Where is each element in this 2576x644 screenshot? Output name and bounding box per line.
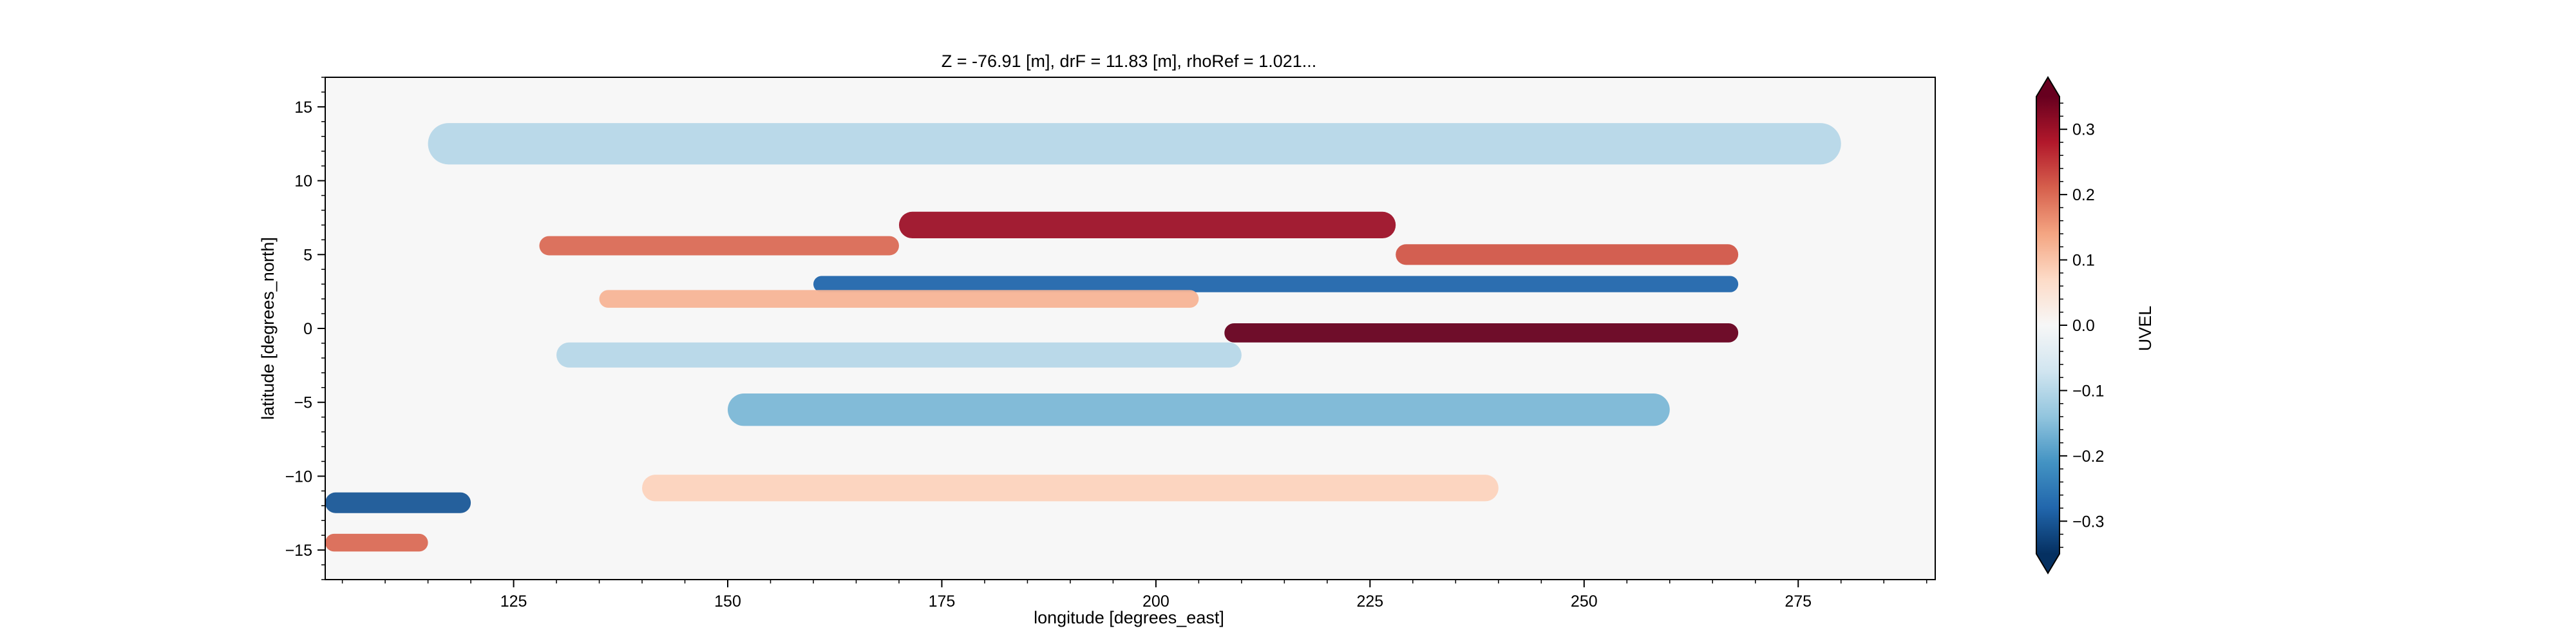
colorbar-label: UVEL <box>2136 306 2155 352</box>
y-axis-label: latitude [degrees_north] <box>258 237 278 420</box>
x-tick-label: 275 <box>1785 592 1812 611</box>
x-tick-label: 250 <box>1571 592 1598 611</box>
y-tick-label: 10 <box>294 173 312 191</box>
colorbar-tick-label: −0.3 <box>2072 513 2104 531</box>
x-tick-label: 125 <box>500 592 527 611</box>
x-axis-label: longitude [degrees_east] <box>1034 608 1224 627</box>
heatmap-band <box>813 276 1739 292</box>
y-axis: −15 −10 −5 0 5 10 15 <box>285 77 325 580</box>
heatmap-band <box>1396 244 1739 265</box>
y-tick-label: 0 <box>303 320 312 338</box>
colorbar-extend-max <box>2036 77 2060 97</box>
x-tick-label: 200 <box>1142 592 1170 611</box>
heatmap-band <box>556 342 1242 368</box>
x-tick-label: 150 <box>714 592 741 611</box>
colorbar-extend-min <box>2036 554 2060 573</box>
colorbar-tick-label: 0.1 <box>2072 252 2095 270</box>
colorbar-tick-label: 0.3 <box>2072 121 2095 139</box>
y-tick-label: 15 <box>294 99 312 117</box>
colorbar-tick-label: 0.0 <box>2072 317 2095 335</box>
heatmap-layer <box>325 123 1841 552</box>
x-tick-label: 175 <box>929 592 956 611</box>
colorbar-tick-label: 0.2 <box>2072 186 2095 204</box>
y-tick-label: 5 <box>303 246 312 264</box>
colorbar-ticks: −0.3 −0.2 −0.1 0.0 0.1 0.2 0.3 <box>2060 102 2104 548</box>
heatmap-band <box>325 533 428 552</box>
colorbar-tick-label: −0.2 <box>2072 448 2104 466</box>
heatmap-band <box>642 475 1499 502</box>
colorbar-outline <box>2036 76 2060 574</box>
heatmap-band <box>898 211 1396 239</box>
colorbar: −0.3 −0.2 −0.1 0.0 0.1 0.2 0.3 UVEL <box>2036 76 2155 574</box>
heatmap-band <box>599 290 1199 308</box>
colorbar-tick-label: −0.1 <box>2072 382 2104 400</box>
y-tick-label: −15 <box>285 542 312 560</box>
heatmap-band <box>1224 323 1739 343</box>
y-tick-label: −5 <box>294 394 312 412</box>
heatmap-band <box>428 123 1841 165</box>
heatmap-band <box>325 492 471 513</box>
heatmap-band <box>539 236 899 256</box>
y-tick-label: −10 <box>285 468 312 486</box>
chart-title: Z = -76.91 [m], drF = 11.83 [m], rhoRef … <box>942 52 1317 71</box>
colorbar-body <box>2036 97 2060 554</box>
x-axis: 125 150 175 200 225 250 275 <box>341 580 1927 611</box>
heatmap-band <box>728 393 1670 426</box>
x-tick-label: 225 <box>1356 592 1383 611</box>
